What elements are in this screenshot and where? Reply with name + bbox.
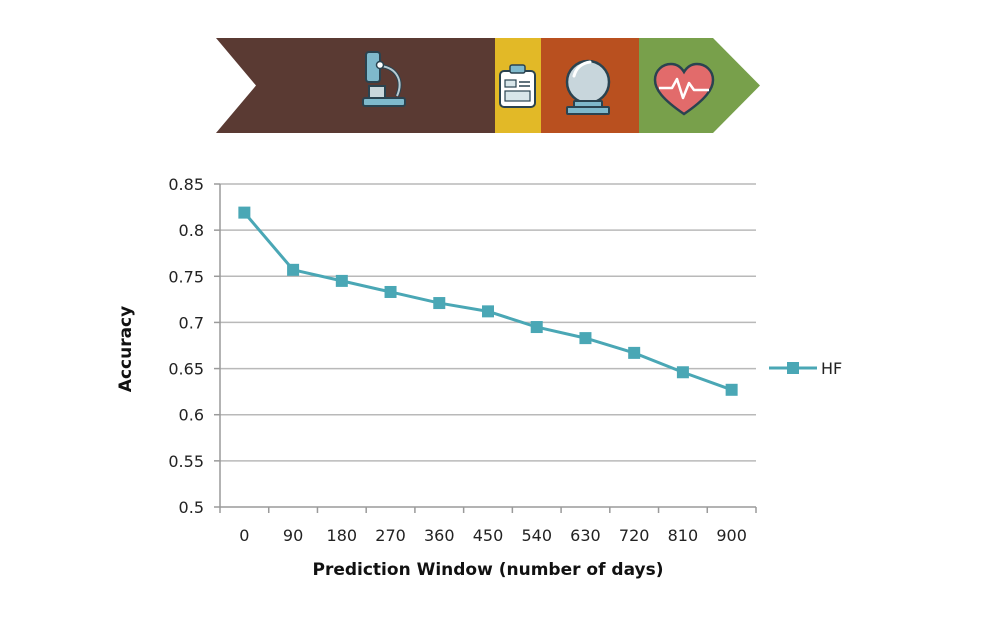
data-point [725, 383, 738, 396]
legend: HF [769, 359, 842, 378]
y-tick-label: 0.7 [179, 313, 204, 332]
y-tick-label: 0.75 [168, 267, 204, 286]
crystal-ball-icon [565, 59, 611, 115]
data-point [335, 274, 348, 287]
series-line [243, 211, 733, 392]
x-tick-label: 360 [424, 526, 455, 545]
process-banner [216, 38, 760, 133]
y-tick-label: 0.5 [179, 498, 204, 517]
series-hf [238, 206, 738, 396]
x-axis-title: Prediction Window (number of days) [312, 560, 663, 580]
data-point [676, 366, 689, 379]
banner-segment-brown [216, 38, 496, 133]
x-tick-label: 0 [239, 526, 249, 545]
legend-label-hf: HF [821, 359, 842, 378]
data-point [579, 332, 592, 345]
y-tick-label: 0.55 [168, 452, 204, 471]
data-point [287, 263, 300, 276]
x-tick-label: 810 [668, 526, 699, 545]
x-tick-labels: 0 90 180 270 360 450 540 630 720 810 900 [239, 526, 747, 545]
x-tick-label: 900 [716, 526, 747, 545]
gridlines [214, 183, 757, 513]
data-point [482, 305, 494, 318]
x-tick-label: 540 [521, 526, 552, 545]
data-point [238, 206, 251, 219]
x-tick-label: 270 [375, 526, 406, 545]
y-tick-label: 0.85 [168, 175, 204, 194]
legend-marker [787, 362, 799, 374]
x-tick-label: 450 [473, 526, 504, 545]
y-tick-labels: 0.85 0.8 0.75 0.7 0.65 0.6 0.55 0.5 [168, 175, 204, 517]
y-tick-label: 0.8 [179, 221, 204, 240]
x-tick-label: 630 [570, 526, 601, 545]
data-point [384, 285, 397, 298]
y-tick-label: 0.65 [168, 360, 204, 379]
y-tick-label: 0.6 [179, 406, 204, 425]
clipboard-icon [499, 64, 536, 108]
data-point [530, 321, 543, 334]
microscope-icon [362, 51, 406, 107]
data-point [628, 346, 641, 359]
x-tick-label: 90 [283, 526, 303, 545]
axes [219, 184, 756, 508]
y-axis-title: Accuracy [116, 306, 136, 392]
data-point [433, 297, 446, 310]
heart-rate-icon [653, 62, 715, 116]
x-tick-label: 720 [619, 526, 650, 545]
x-tick-label: 180 [327, 526, 358, 545]
